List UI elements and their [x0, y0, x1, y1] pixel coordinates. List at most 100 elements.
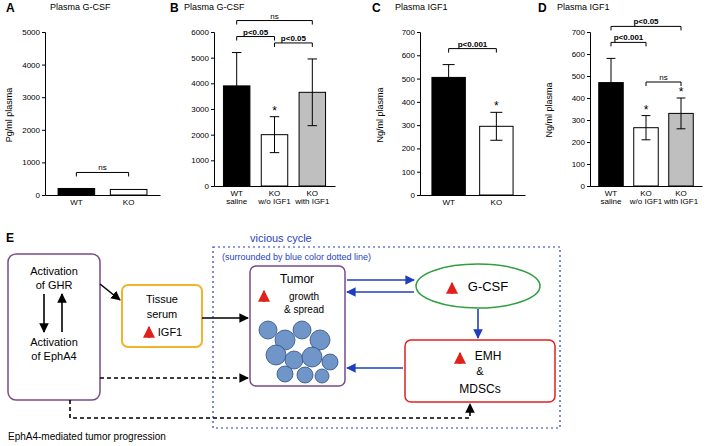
node-label: serum: [147, 308, 178, 320]
y-axis-line: [211, 33, 215, 187]
tumor-cell: [293, 321, 311, 339]
node-box: [416, 264, 540, 308]
y-tick-label: 0: [581, 182, 586, 191]
y-axis-title: Ng/ml plasma: [544, 82, 554, 137]
tumor-cell: [315, 369, 329, 383]
comparison-label: p<0.001: [614, 33, 644, 42]
y-tick-label: 700: [572, 28, 586, 37]
panel: 0100200300400500600700WTKOCPlasma IGF1Ng…: [372, 1, 526, 207]
y-tick-mark: [587, 54, 590, 55]
x-tick: KOwith IGF1: [294, 186, 330, 206]
significance-star: *: [644, 103, 649, 117]
y-tick: 200: [572, 138, 590, 147]
y-tick: 0: [36, 191, 45, 200]
y-tick: 300: [572, 116, 590, 125]
chart-title: Plasma IGF1: [557, 2, 610, 12]
y-tick-label: 300: [402, 121, 416, 130]
x-axis: WTKO: [46, 195, 161, 207]
node-box: [250, 266, 345, 386]
panel-label: C: [372, 1, 381, 15]
y-tick-label: 100: [572, 160, 586, 169]
y-tick: 700: [402, 28, 420, 37]
error-bar: [232, 53, 242, 120]
y-axis: 0100200300400500600700: [402, 28, 421, 200]
y-axis-title: Ng/ml plasma: [375, 87, 385, 142]
y-tick-mark: [211, 135, 214, 136]
x-axis: WTsalineKOw/o IGF1KOwith IGF1: [591, 186, 703, 206]
comparison-bracket: [611, 26, 681, 30]
node-label: growth: [289, 291, 319, 302]
y-axis-line: [587, 33, 591, 187]
caption: EphA4-mediated tumor progression: [8, 431, 166, 442]
y-tick: 200: [402, 144, 420, 153]
y-tick-mark: [587, 32, 590, 33]
y-tick-label: 200: [402, 144, 416, 153]
y-tick-label: 5000: [22, 28, 40, 37]
y-tick-label: 500: [572, 72, 586, 81]
node-label: &: [476, 365, 484, 377]
comparison-label: p<0.001: [458, 40, 488, 49]
y-tick-label: 700: [402, 28, 416, 37]
y-tick-mark: [211, 58, 214, 59]
y-axis-line: [417, 33, 421, 196]
y-tick-label: 500: [402, 75, 416, 84]
y-tick-mark: [42, 97, 45, 98]
error-bar: [308, 59, 318, 126]
x-tick: KOw/o IGF1: [257, 186, 291, 206]
arrow: [70, 400, 470, 418]
x-axis-line: [46, 195, 161, 196]
y-tick-label: 2000: [191, 131, 209, 140]
y-tick-label: 300: [572, 116, 586, 125]
y-tick-label: 400: [402, 98, 416, 107]
y-tick: 5000: [22, 28, 45, 37]
figure: 010002000300040005000WTKOAPlasma G-CSFPg…: [0, 0, 709, 446]
panel: 0100020003000400050006000WTsalineKOw/o I…: [170, 1, 336, 206]
x-axis: WTsalineKOw/o IGF1KOwith IGF1: [215, 186, 336, 206]
y-tick: 100: [402, 168, 420, 177]
y-tick-label: 0: [36, 191, 41, 200]
arrow: [100, 377, 248, 379]
node-label: EMH: [475, 349, 502, 363]
y-tick-mark: [417, 32, 420, 33]
panel-label: D: [538, 1, 547, 15]
y-tick: 1000: [191, 156, 214, 165]
bar: [110, 189, 147, 195]
significance-star: *: [272, 104, 277, 118]
node-label: & spread: [284, 304, 324, 315]
y-tick-mark: [587, 76, 590, 77]
panel-label: A: [6, 1, 15, 15]
y-tick-label: 1000: [22, 158, 40, 167]
arrow: [477, 309, 479, 338]
x-axis-line: [591, 186, 703, 187]
x-tick: WT: [442, 195, 455, 207]
y-tick: 2000: [22, 126, 45, 135]
node-label: MDSCs: [459, 382, 500, 396]
increase-arrow: [451, 283, 453, 294]
increase-arrow: [148, 327, 150, 338]
chart-title: Plasma G-CSF: [184, 2, 245, 12]
y-tick-mark: [417, 148, 420, 149]
comparison-bracket: [646, 82, 681, 86]
y-tick-mark: [417, 79, 420, 80]
comparison-bracket: [449, 49, 497, 53]
arrow: [202, 317, 248, 319]
error-bar: [677, 98, 686, 129]
panel: 010002000300040005000WTKOAPlasma G-CSFPg…: [4, 1, 161, 207]
tumor-cell: [302, 347, 322, 367]
y-tick-mark: [211, 186, 214, 187]
comparison-label: p<0.05: [281, 34, 307, 43]
y-tick-mark: [417, 102, 420, 103]
y-tick-label: 4000: [191, 79, 209, 88]
cycle-title: vicious cycle: [250, 232, 312, 244]
significance-star: *: [494, 99, 499, 113]
arrow: [347, 291, 414, 293]
y-tick: 500: [572, 72, 590, 81]
increase-arrow: [263, 291, 265, 302]
y-tick: 600: [402, 51, 420, 60]
x-tick-label: KO: [123, 198, 135, 207]
plot-area: [599, 58, 694, 186]
comparison-label: ns: [98, 163, 106, 172]
x-tick-label: WTsaline: [601, 189, 622, 207]
y-tick-mark: [417, 55, 420, 56]
panel-label: E: [6, 231, 14, 245]
